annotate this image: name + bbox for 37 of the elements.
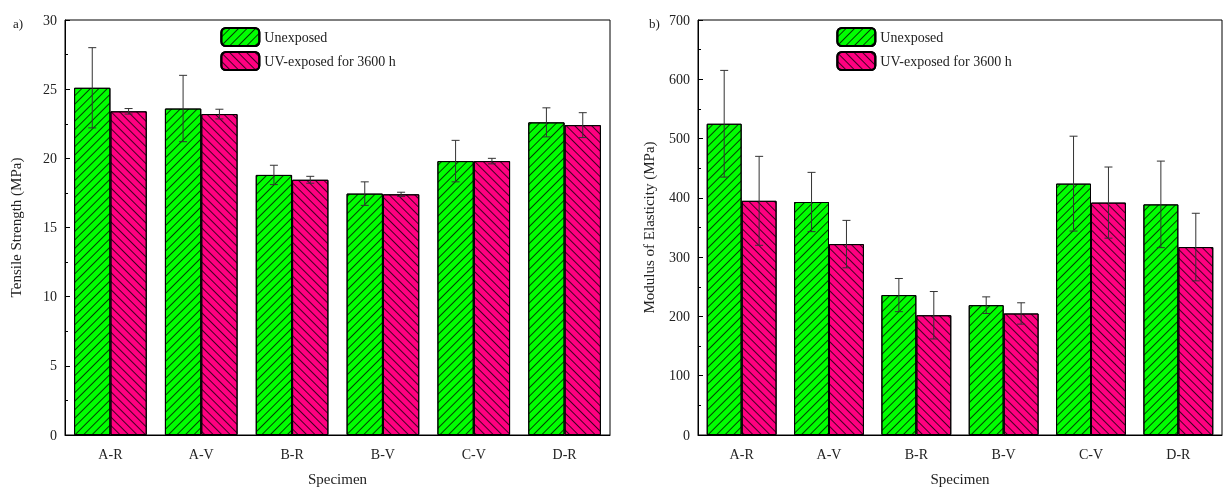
- y-tick-label: 300: [669, 249, 690, 265]
- x-tick-label: A-V: [188, 446, 214, 462]
- legend-label: UV-exposed for 3600 h: [264, 53, 396, 69]
- x-axis-title: Specimen: [307, 470, 368, 487]
- y-tick-label: 25: [43, 81, 57, 97]
- y-tick-label: 500: [669, 131, 690, 147]
- x-tick-label: C-V: [1078, 446, 1104, 462]
- y-tick-label: 600: [669, 71, 690, 87]
- y-tick-label: 400: [669, 190, 690, 206]
- y-tick-label: 0: [50, 427, 57, 443]
- x-tick-label: B-V: [991, 446, 1016, 462]
- x-tick-label: A-V: [816, 446, 842, 462]
- legend-label: Unexposed: [880, 29, 944, 45]
- x-tick-label: A-R: [729, 446, 755, 462]
- x-tick-label: B-R: [280, 446, 305, 462]
- y-tick-label: 10: [43, 289, 57, 305]
- x-axis-title: Specimen: [930, 470, 991, 487]
- y-axis-title: Tensile Strength (MPa): [7, 157, 25, 298]
- legend-label: UV-exposed for 3600 h: [880, 53, 1012, 69]
- y-tick-label: 700: [669, 12, 690, 28]
- y-tick-label: 15: [43, 220, 57, 235]
- chart-title: b): [649, 16, 660, 31]
- y-tick-label: 200: [669, 308, 690, 324]
- x-tick-label: A-R: [98, 446, 124, 462]
- y-tick-label: 5: [50, 358, 57, 374]
- y-tick-label: 100: [669, 368, 690, 384]
- legend-label: Unexposed: [264, 29, 328, 45]
- y-tick-label: 20: [43, 150, 57, 166]
- x-tick-label: D-R: [552, 446, 578, 462]
- y-axis-title: Modulus of Elasticity (MPa): [640, 141, 658, 314]
- x-tick-label: D-R: [1166, 446, 1192, 462]
- y-tick-label: 0: [683, 427, 690, 443]
- x-tick-label: B-R: [904, 446, 929, 462]
- y-tick-label: 30: [43, 12, 57, 28]
- x-tick-label: B-V: [370, 446, 395, 462]
- chart-title: a): [13, 16, 24, 31]
- x-tick-label: C-V: [461, 446, 486, 462]
